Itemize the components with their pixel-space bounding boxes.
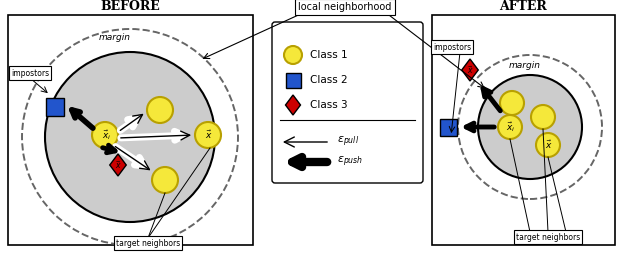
Circle shape xyxy=(147,97,173,123)
Text: AFTER: AFTER xyxy=(499,1,547,14)
Text: Class 1: Class 1 xyxy=(310,50,348,60)
Text: $\vec{x}$: $\vec{x}$ xyxy=(467,64,474,76)
FancyBboxPatch shape xyxy=(8,15,253,245)
Circle shape xyxy=(498,115,522,139)
FancyBboxPatch shape xyxy=(432,15,615,245)
Text: target neighbors: target neighbors xyxy=(116,238,180,248)
Circle shape xyxy=(92,122,118,148)
Ellipse shape xyxy=(45,52,215,222)
Circle shape xyxy=(478,75,582,179)
Polygon shape xyxy=(462,59,478,81)
Circle shape xyxy=(458,55,602,199)
Text: Class 3: Class 3 xyxy=(310,100,348,110)
Text: $\varepsilon_{pull}$: $\varepsilon_{pull}$ xyxy=(337,135,359,149)
Polygon shape xyxy=(285,95,300,115)
Text: $\vec{x}_i$: $\vec{x}_i$ xyxy=(102,128,111,142)
Circle shape xyxy=(152,167,178,193)
Text: margin: margin xyxy=(99,33,131,42)
Text: $\vec{x}_i$: $\vec{x}_i$ xyxy=(506,120,516,134)
Text: BEFORE: BEFORE xyxy=(100,1,160,14)
Circle shape xyxy=(536,133,560,157)
Text: target neighbors: target neighbors xyxy=(516,232,580,241)
Text: $\vec{x}$: $\vec{x}$ xyxy=(115,159,121,171)
Bar xyxy=(46,98,64,116)
Text: Class 2: Class 2 xyxy=(310,75,348,85)
Text: $\varepsilon_{push}$: $\varepsilon_{push}$ xyxy=(337,155,363,169)
Text: impostors: impostors xyxy=(11,68,49,77)
Circle shape xyxy=(500,91,524,115)
Text: margin: margin xyxy=(509,60,541,69)
Text: impostors: impostors xyxy=(433,42,471,51)
FancyBboxPatch shape xyxy=(272,22,423,183)
Bar xyxy=(285,73,300,87)
Text: local neighborhood: local neighborhood xyxy=(298,2,392,12)
Text: $\vec{x}$: $\vec{x}$ xyxy=(545,139,553,151)
Text: $\vec{x}$: $\vec{x}$ xyxy=(205,129,213,141)
Polygon shape xyxy=(110,154,126,176)
Circle shape xyxy=(531,105,555,129)
Circle shape xyxy=(195,122,221,148)
Bar xyxy=(439,118,456,135)
Circle shape xyxy=(284,46,302,64)
